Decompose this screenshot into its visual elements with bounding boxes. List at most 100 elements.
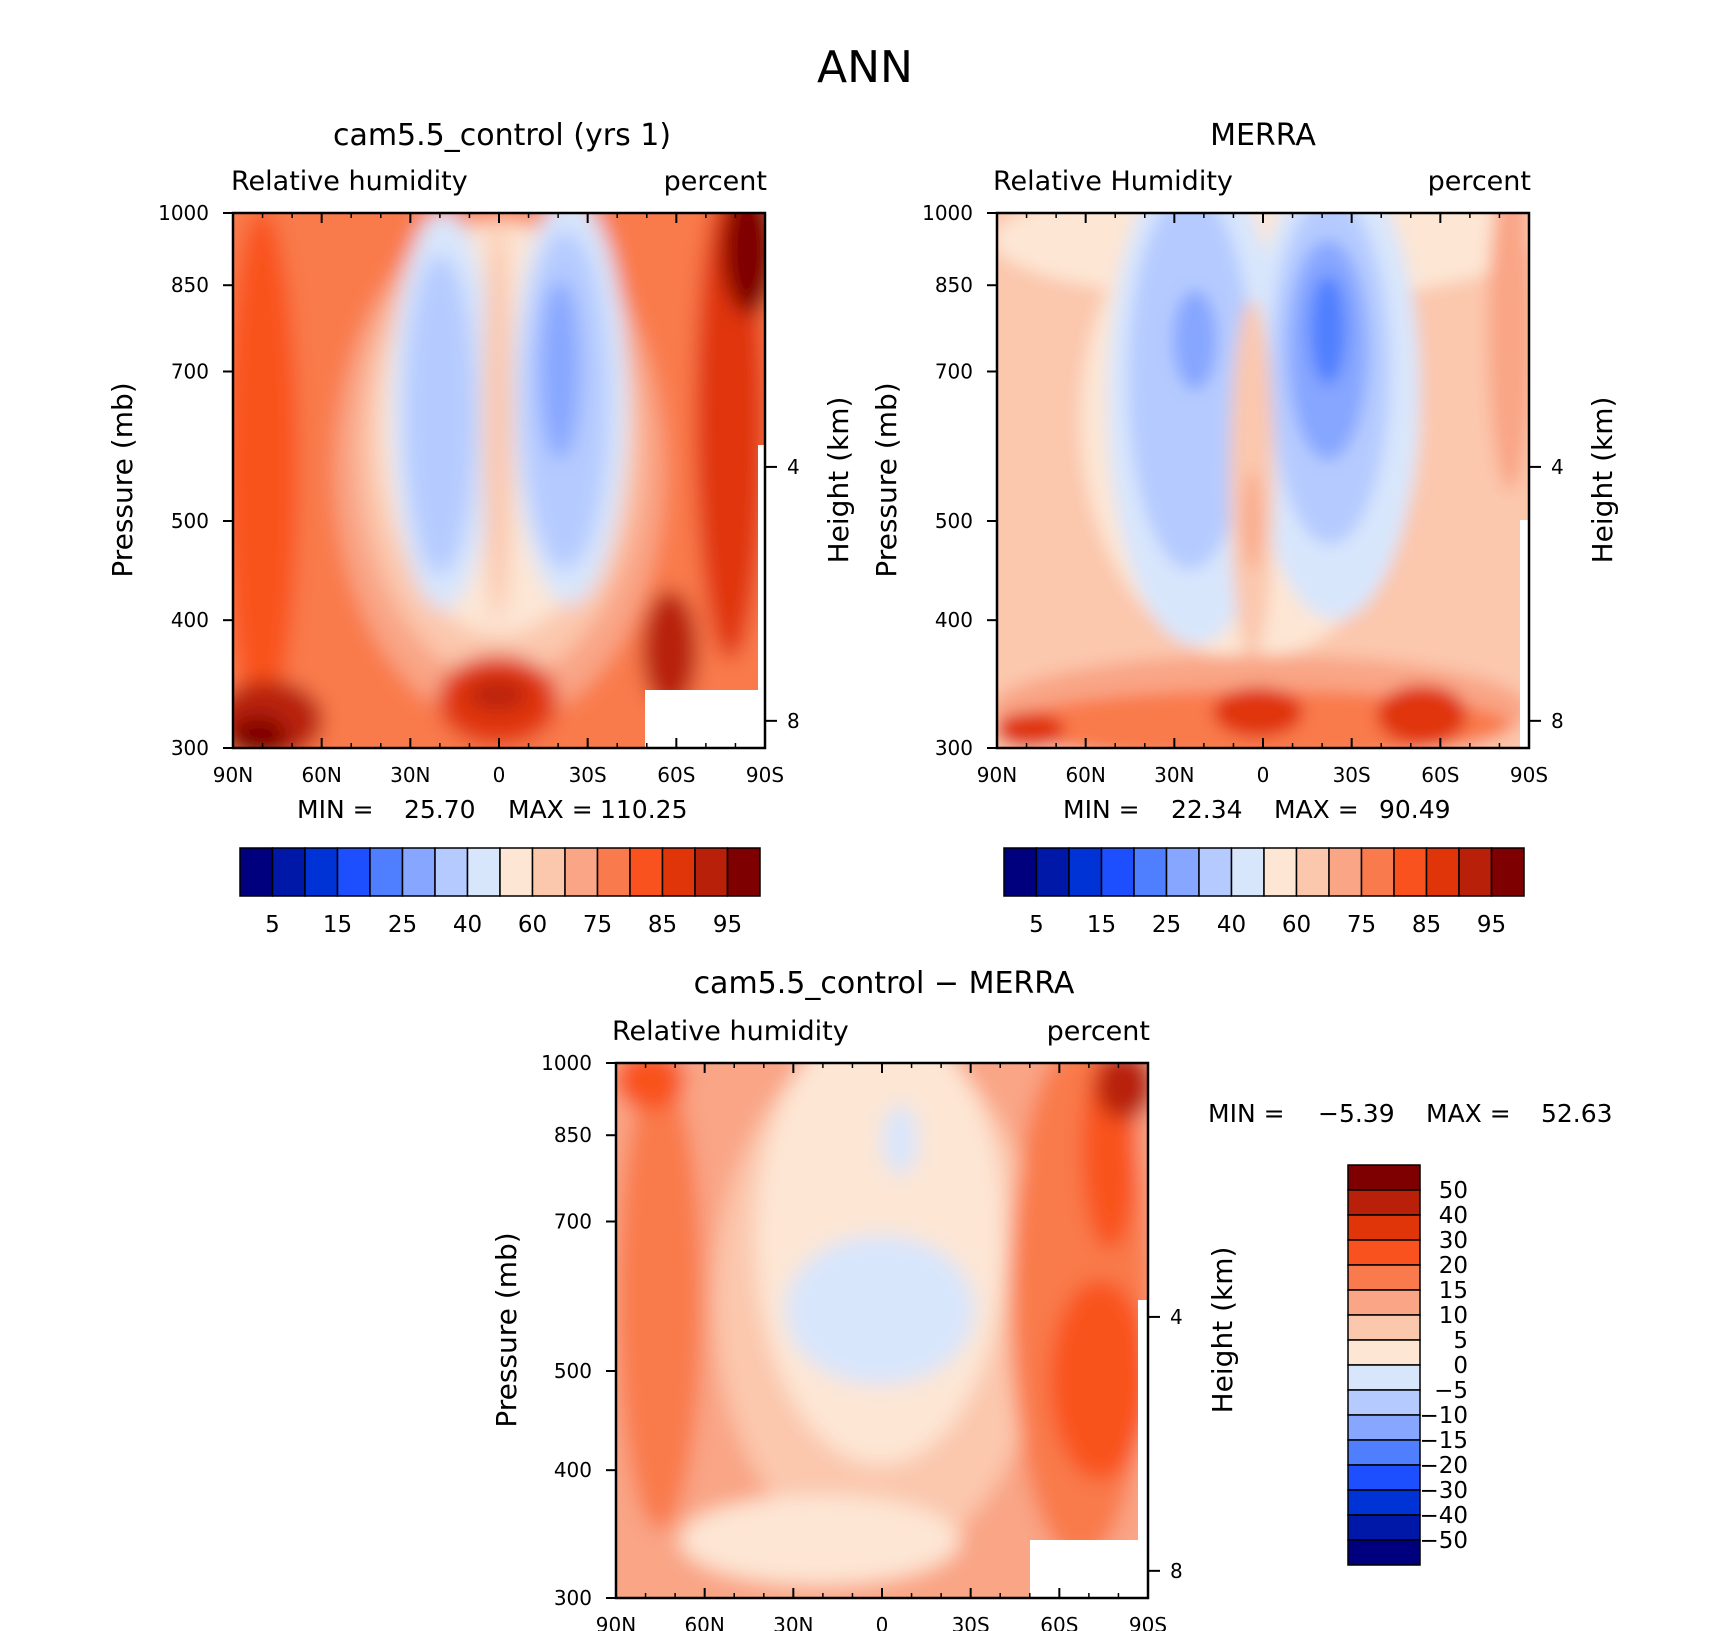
colorbar-label: 5 — [1029, 912, 1044, 938]
panel-title: cam5.5_control − MERRA — [694, 966, 1075, 1001]
colorbar-swatch — [1347, 1439, 1421, 1466]
colorbar-label: 50 — [1439, 1178, 1468, 1204]
nh-dry-core — [1173, 290, 1217, 390]
colorbar-swatch — [1165, 847, 1200, 897]
bl-sh-core — [1377, 685, 1467, 745]
colorbar-label: 5 — [1453, 1328, 1468, 1354]
contour-field — [997, 213, 1529, 748]
y-tick-label: 500 — [554, 1359, 592, 1383]
nh-dry-core — [404, 255, 476, 575]
y2-axis-title: Height (km) — [1206, 1247, 1239, 1414]
colorbar-label: 85 — [648, 912, 677, 938]
colorbar-label: −40 — [1419, 1503, 1468, 1529]
y-tick-label: 850 — [554, 1123, 592, 1147]
y-tick-label: 850 — [171, 273, 209, 297]
y-axis-title: Pressure (mb) — [490, 1232, 523, 1427]
missing-region — [645, 690, 765, 748]
colorbar-swatch — [1198, 847, 1233, 897]
colorbar-swatch — [1347, 1339, 1421, 1366]
min-value: 22.34 — [1171, 795, 1243, 824]
missing-region — [1520, 520, 1529, 748]
colorbar-swatch — [1425, 847, 1460, 897]
colorbar-swatch — [1347, 1214, 1421, 1241]
colorbar-swatch — [1393, 847, 1428, 897]
x-tick-label: 0 — [493, 763, 506, 787]
colorbar-label: 15 — [323, 912, 352, 938]
colorbar-swatch — [726, 847, 761, 897]
x-axis: 90N 60N 30N 0 30S 60S 90S — [213, 213, 784, 787]
panel-title: cam5.5_control (yrs 1) — [333, 118, 671, 153]
colorbar-label: 95 — [713, 912, 742, 938]
colorbar-label: −30 — [1419, 1478, 1468, 1504]
x-axis: 90N 60N 30N 0 30S 60S 90S — [596, 1063, 1167, 1631]
y-tick-label: 500 — [171, 509, 209, 533]
y-tick-label: 850 — [935, 273, 973, 297]
contour-field — [616, 1063, 1148, 1598]
colorbar-label: 25 — [388, 912, 417, 938]
x-tick-label: 60S — [657, 763, 695, 787]
colorbar-label: 60 — [518, 912, 547, 938]
x-tick-label: 0 — [1257, 763, 1270, 787]
colorbar: 5 15 25 40 60 75 85 95 — [1003, 847, 1525, 938]
x-tick-label: 90S — [1129, 1613, 1167, 1631]
equator-moist-tongue — [483, 220, 513, 620]
field-layers — [616, 1063, 1148, 1598]
colorbar-swatch — [531, 847, 566, 897]
colorbar-swatch — [1347, 1489, 1421, 1516]
colorbar-label: 30 — [1439, 1228, 1468, 1254]
x-tick-label: 30N — [773, 1613, 813, 1631]
field-layers — [233, 213, 765, 748]
bl-nh-core — [997, 712, 1065, 748]
colorbar-swatch — [1347, 1514, 1421, 1541]
x-tick-label: 30S — [1333, 763, 1371, 787]
y-tick-label: 1000 — [541, 1051, 592, 1075]
x-tick-label: 60S — [1421, 763, 1459, 787]
colorbar-swatch — [271, 847, 306, 897]
colorbar-swatch — [336, 847, 371, 897]
colorbar-label: 40 — [453, 912, 482, 938]
nh-top — [616, 1063, 685, 1110]
panel-title: MERRA — [1210, 118, 1316, 153]
x-tick-label: 0 — [876, 1613, 889, 1631]
variable-label: Relative humidity — [612, 1016, 849, 1047]
sh-storm-track — [642, 590, 698, 710]
colorbar-swatch — [1100, 847, 1135, 897]
y-tick-label: 1000 — [158, 201, 209, 225]
colorbar-swatch — [596, 847, 631, 897]
nh-dry-mid — [1128, 213, 1252, 570]
colorbar-swatch — [1347, 1414, 1421, 1441]
colorbar-swatch — [1133, 847, 1168, 897]
bl-eq-core — [1213, 687, 1303, 737]
min-label: MIN = — [1063, 795, 1140, 824]
y2-tick-label: 8 — [1551, 709, 1564, 733]
y2-axis: 84 — [1148, 1305, 1183, 1583]
colorbar-swatch — [1458, 847, 1493, 897]
min-label: MIN = — [297, 795, 374, 824]
y-tick-label: 700 — [935, 359, 973, 383]
y-axis-title: Pressure (mb) — [870, 382, 903, 577]
y2-tick-label: 8 — [787, 709, 800, 733]
min-value: 25.70 — [404, 795, 476, 824]
tropics-dry — [785, 1235, 975, 1385]
colorbar-label: 5 — [265, 912, 280, 938]
units-label: percent — [1428, 166, 1531, 197]
colorbar-label: 85 — [1412, 912, 1441, 938]
tropics-dry-top — [882, 1105, 918, 1175]
colorbar-swatch — [1230, 847, 1265, 897]
nh-moist-band — [233, 213, 298, 730]
colorbar-label: 0 — [1453, 1353, 1468, 1379]
y-tick-label: 300 — [935, 736, 973, 760]
max-label: MAX = — [1274, 795, 1359, 824]
sh-dry-core — [1310, 275, 1346, 385]
colorbar-label: 40 — [1217, 912, 1246, 938]
colorbar-swatch — [1347, 1239, 1421, 1266]
x-tick-label: 90S — [1510, 763, 1548, 787]
colorbar-swatch — [1347, 1189, 1421, 1216]
colorbar-label: 95 — [1477, 912, 1506, 938]
colorbar-swatch — [401, 847, 436, 897]
x-tick-label: 90N — [596, 1613, 636, 1631]
y-tick-label: 400 — [171, 608, 209, 632]
x-tick-label: 60N — [684, 1613, 724, 1631]
polar-band — [695, 213, 765, 660]
colorbar-swatch — [1347, 1464, 1421, 1491]
